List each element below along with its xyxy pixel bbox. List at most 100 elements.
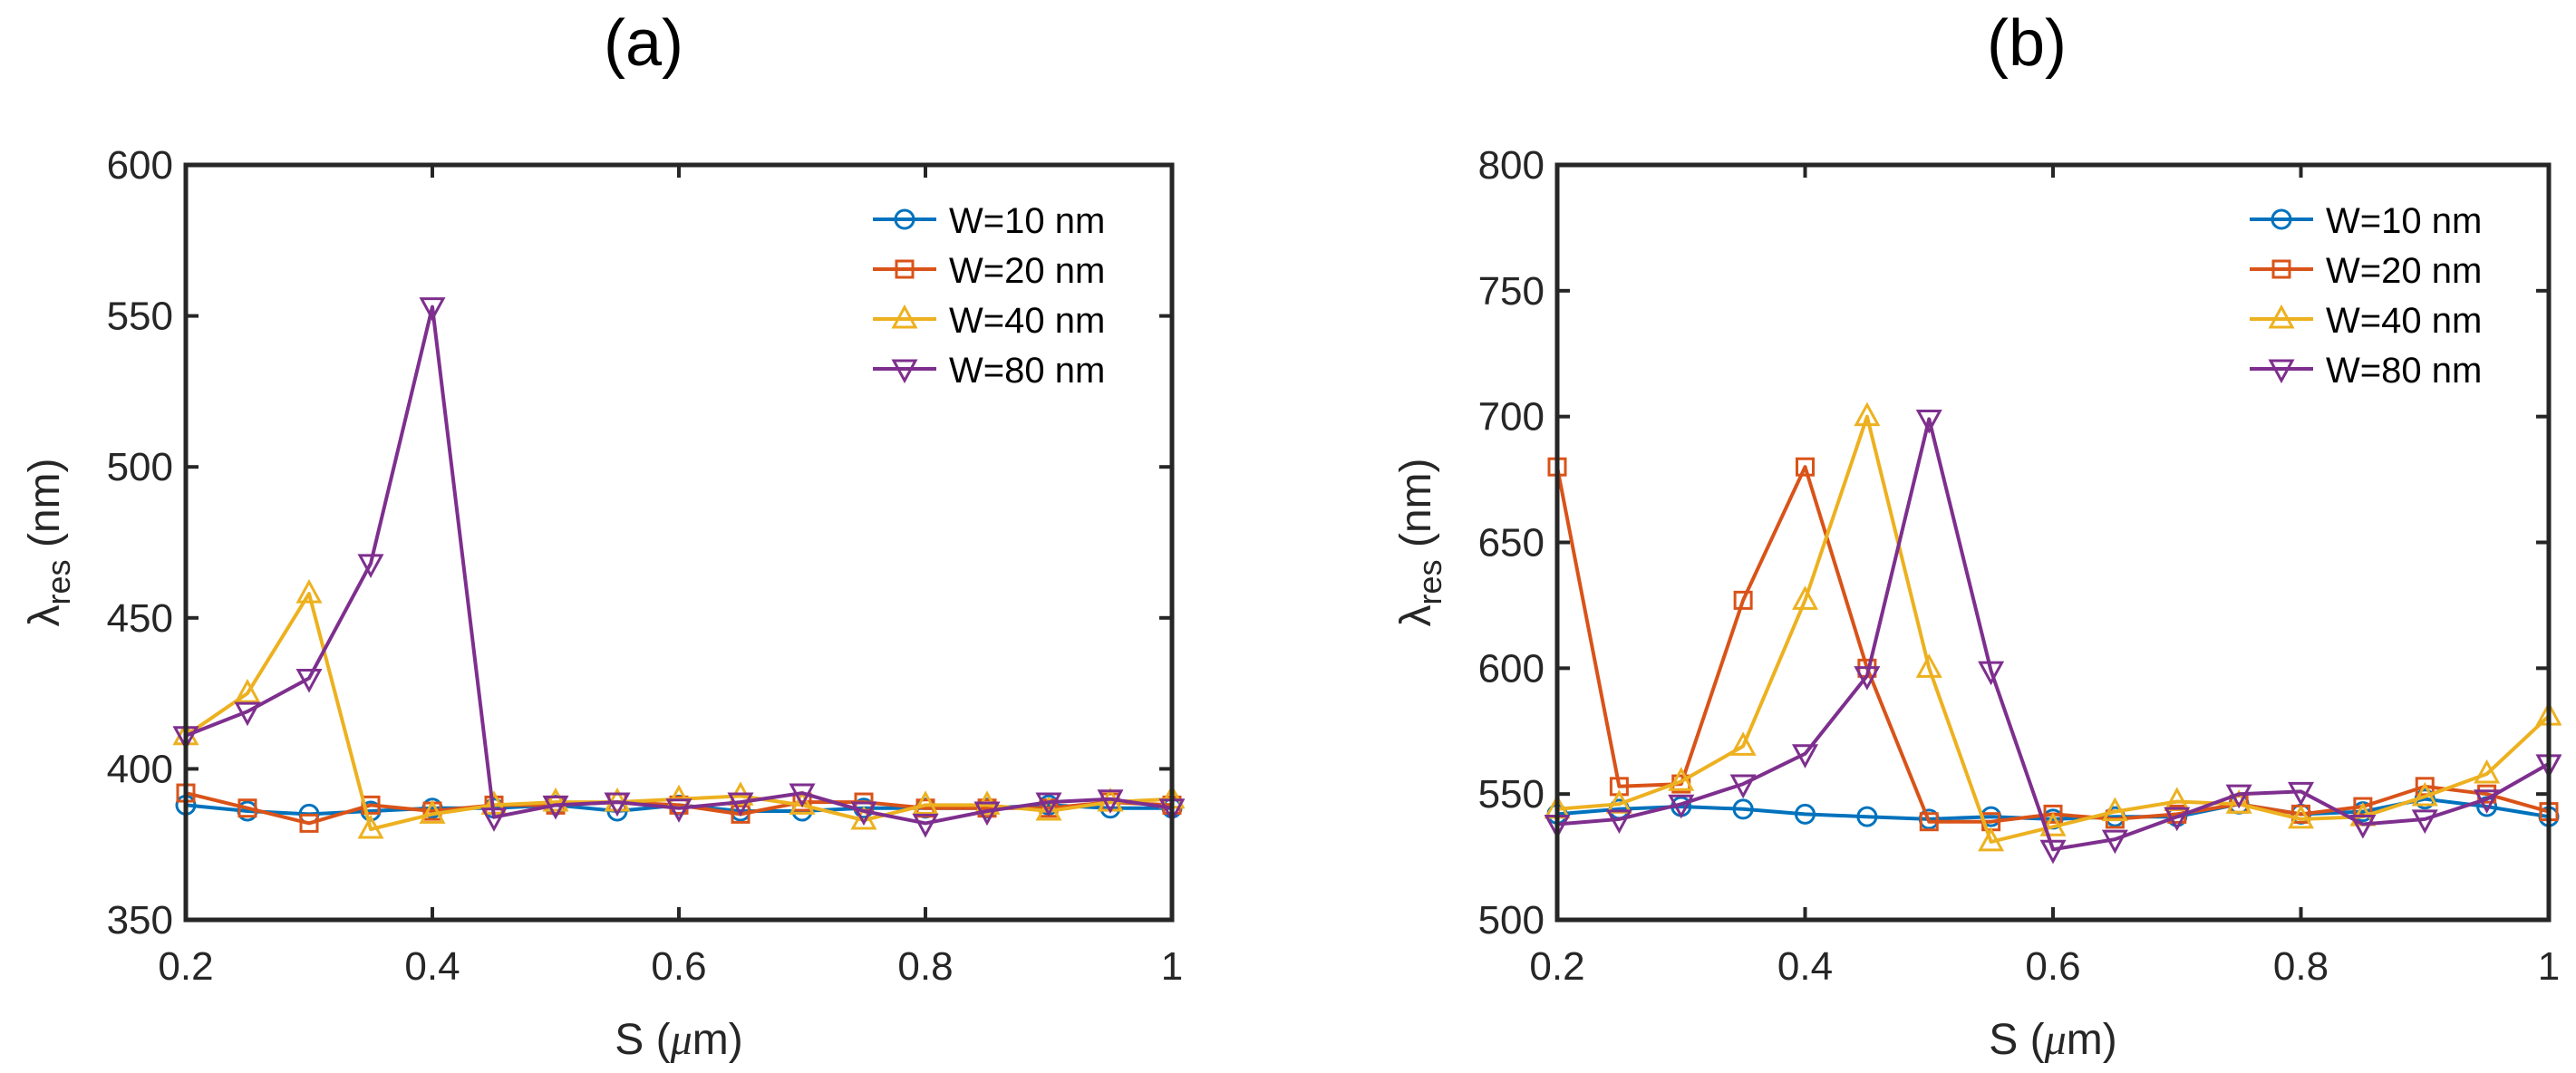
x-tick-label: 0.8 bbox=[897, 944, 953, 989]
data-point bbox=[1915, 409, 1942, 434]
data-point bbox=[1919, 812, 1939, 832]
x-tick-label: 0.4 bbox=[404, 944, 460, 989]
legend-marker-4 bbox=[2268, 359, 2295, 384]
x-tick-label: 0.8 bbox=[2273, 944, 2329, 989]
data-point bbox=[1796, 457, 1815, 477]
data-point bbox=[2225, 789, 2252, 814]
chart-panel-a: (a) 0.2 0.4 0.6 0.8 1 350 400 450 500 550 600 S (μm)… bbox=[21, 7, 1185, 1064]
legend-marker-2 bbox=[2271, 259, 2291, 279]
data-point bbox=[1729, 731, 1757, 756]
y-axis-label: λres (nm) bbox=[1392, 459, 1448, 627]
legend-marker-3 bbox=[891, 304, 918, 329]
legend-marker-1 bbox=[894, 208, 915, 230]
data-point bbox=[542, 787, 569, 812]
x-tick-label: 0.2 bbox=[1529, 944, 1584, 989]
data-point bbox=[2474, 789, 2501, 814]
y-tick-label: 500 bbox=[1478, 898, 1545, 942]
y-axis-label-main: λ bbox=[1392, 605, 1440, 627]
x-axis-label-main: S ( bbox=[1989, 1016, 2044, 1064]
plot-area bbox=[173, 297, 1185, 839]
data-point bbox=[2411, 809, 2438, 835]
y-tick-label: 600 bbox=[107, 143, 173, 188]
series-line-4 bbox=[1556, 417, 2550, 852]
data-point bbox=[1791, 585, 1819, 610]
legend-label: W=20 nm bbox=[2326, 251, 2482, 291]
data-point bbox=[480, 807, 508, 832]
series-line-1 bbox=[1556, 797, 2550, 821]
data-point bbox=[731, 804, 751, 824]
y-axis-label-sub: res bbox=[1411, 559, 1448, 604]
legend-label: W=40 nm bbox=[2326, 301, 2482, 341]
legend-label: W=40 nm bbox=[949, 301, 1105, 341]
y-axis-label-sub: res bbox=[40, 559, 77, 604]
data-point bbox=[237, 798, 257, 818]
data-point bbox=[299, 813, 319, 833]
data-point bbox=[2043, 804, 2063, 824]
data-point bbox=[665, 798, 692, 823]
legend-label: W=10 nm bbox=[2326, 201, 2482, 241]
y-tick-label: 550 bbox=[107, 295, 173, 339]
y-tick-label: 400 bbox=[107, 747, 173, 791]
data-point bbox=[604, 792, 631, 817]
data-point bbox=[234, 678, 261, 703]
data-point bbox=[1668, 794, 1695, 819]
data-point bbox=[2101, 829, 2128, 855]
legend-marker-1 bbox=[2271, 208, 2292, 230]
data-point bbox=[1097, 789, 1124, 814]
y-tick-label: 800 bbox=[1478, 143, 1545, 188]
y-axis-label-tail: (nm) bbox=[21, 459, 69, 560]
data-point bbox=[604, 787, 631, 812]
data-point bbox=[973, 801, 1001, 826]
x-axis-label: S (μm) bbox=[1989, 1016, 2116, 1064]
x-tick-label: 0.6 bbox=[651, 944, 706, 989]
data-point bbox=[1856, 806, 1878, 827]
data-point bbox=[357, 814, 384, 839]
legend-marker-4 bbox=[891, 359, 918, 384]
series-line-3 bbox=[1556, 414, 2551, 844]
data-point bbox=[2225, 784, 2252, 809]
y-tick-label: 650 bbox=[1478, 521, 1545, 566]
y-tick-label: 450 bbox=[107, 596, 173, 641]
data-point bbox=[295, 668, 323, 693]
data-point bbox=[419, 297, 446, 322]
legend-label: W=80 nm bbox=[949, 351, 1105, 391]
data-point bbox=[1729, 774, 1757, 799]
data-point bbox=[419, 799, 446, 824]
series-line-4 bbox=[185, 304, 1173, 826]
legend-marker-3 bbox=[2268, 304, 2295, 329]
y-axis-label-tail: (nm) bbox=[1392, 459, 1440, 560]
data-point bbox=[2164, 807, 2191, 832]
y-tick-label: 500 bbox=[107, 445, 173, 489]
panel-label: (a) bbox=[604, 7, 683, 80]
data-point bbox=[1733, 590, 1753, 610]
x-tick-label: 0.2 bbox=[158, 944, 213, 989]
data-point bbox=[2287, 781, 2315, 807]
data-point bbox=[789, 783, 816, 808]
legend: W=10 nm W=20 nm W=40 nm W=80 nm bbox=[873, 201, 1105, 391]
data-point bbox=[1732, 798, 1754, 820]
x-axis-label-tail: m) bbox=[2067, 1016, 2117, 1064]
data-point bbox=[1795, 803, 1816, 825]
x-tick-label: 0.4 bbox=[1777, 944, 1833, 989]
data-point bbox=[2287, 804, 2315, 829]
data-point bbox=[912, 813, 939, 838]
data-point bbox=[1978, 826, 2005, 852]
y-tick-label: 600 bbox=[1478, 646, 1545, 691]
data-point bbox=[2039, 812, 2067, 836]
data-point bbox=[1915, 653, 1942, 678]
data-point bbox=[542, 795, 569, 820]
x-tick-label: 1 bbox=[1161, 944, 1183, 989]
legend-marker-2 bbox=[895, 259, 915, 279]
data-point bbox=[1035, 792, 1062, 817]
y-tick-label: 750 bbox=[1478, 269, 1545, 314]
data-point bbox=[1978, 661, 2005, 686]
data-point bbox=[912, 790, 939, 815]
data-point bbox=[850, 801, 877, 826]
chart-panel-b: (b) 0.2 0.4 0.6 0.8 1 500 550 600 650 700 750 800 S (… bbox=[1392, 7, 2561, 1064]
data-point bbox=[2411, 781, 2438, 807]
y-tick-label: 550 bbox=[1478, 772, 1545, 817]
data-point bbox=[2349, 814, 2377, 839]
data-point bbox=[727, 792, 754, 817]
data-point bbox=[234, 701, 261, 727]
